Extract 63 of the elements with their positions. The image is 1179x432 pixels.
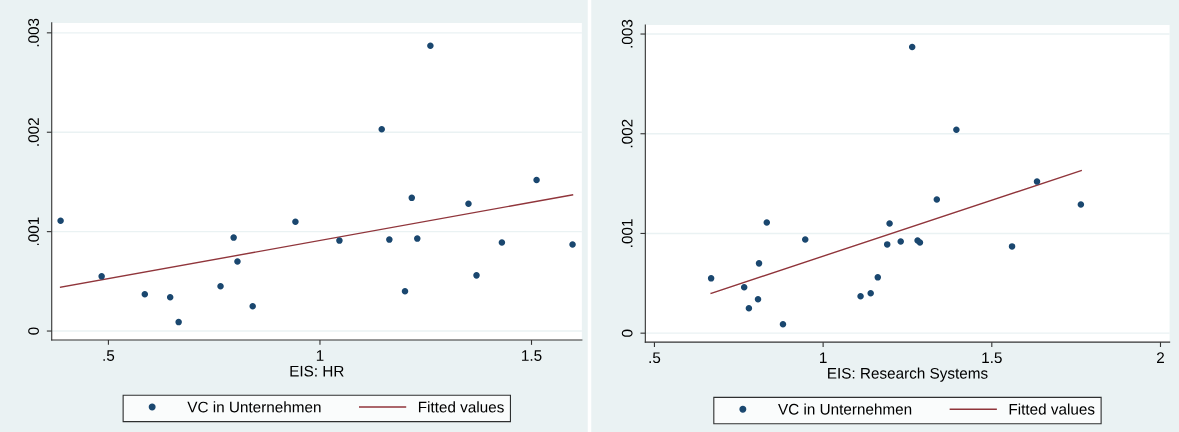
- y-tick-label: .002: [28, 118, 39, 146]
- point: [98, 273, 105, 280]
- point: [57, 217, 64, 224]
- point: [745, 304, 753, 312]
- x-tick-label: 2: [1157, 352, 1164, 363]
- point: [1033, 178, 1041, 185]
- y-tick-label: .001: [28, 217, 39, 246]
- point: [401, 288, 409, 295]
- point: [1008, 243, 1016, 250]
- x-tick-label: .5: [649, 352, 661, 364]
- point: [217, 283, 224, 290]
- point: [755, 260, 763, 267]
- legend-label: Fitted values: [1009, 403, 1095, 415]
- y-tick-label: 0: [28, 327, 39, 335]
- point: [801, 236, 809, 243]
- point: [754, 296, 762, 303]
- y-tick-label: .001: [621, 219, 633, 247]
- point: [498, 239, 506, 246]
- point: [336, 237, 343, 244]
- point: [933, 196, 941, 203]
- point: [230, 234, 237, 241]
- y-tick-label: .003: [28, 18, 39, 47]
- x-tick-label: 1.5: [982, 352, 1002, 364]
- point: [465, 200, 472, 208]
- point: [857, 293, 864, 300]
- point: [427, 42, 434, 50]
- point: [408, 194, 416, 202]
- point: [953, 126, 960, 134]
- x-axis-title: EIS: HR: [290, 365, 344, 377]
- legend-label: Fitted values: [418, 401, 504, 413]
- point: [141, 291, 149, 298]
- point: [386, 236, 393, 243]
- point: [707, 275, 715, 282]
- point: [292, 218, 299, 225]
- point: [378, 126, 385, 133]
- point: [569, 241, 576, 248]
- point: [740, 284, 748, 291]
- point: [414, 235, 421, 242]
- point: [533, 176, 540, 184]
- point: [249, 302, 256, 310]
- point: [234, 258, 241, 265]
- x-tick-label: .5: [103, 350, 115, 361]
- point: [175, 318, 182, 326]
- point: [886, 220, 893, 227]
- y-tick-label: 0: [621, 329, 633, 337]
- legend-label: VC in Unternehmen: [187, 401, 321, 413]
- point: [883, 241, 891, 248]
- legend-label: VC in Unternehmen: [778, 403, 912, 415]
- point: [763, 219, 771, 226]
- x-axis-title: EIS: Research Systems: [828, 367, 988, 382]
- point: [1077, 201, 1085, 208]
- x-tick-label: 1: [820, 352, 827, 363]
- point: [874, 274, 882, 281]
- y-tick-label: .002: [621, 119, 633, 148]
- x-tick-label: 1: [316, 350, 324, 361]
- point: [473, 272, 480, 279]
- point: [908, 43, 916, 51]
- x-tick-label: 1.5: [522, 350, 542, 361]
- point: [897, 238, 904, 245]
- y-tick-label: .003: [621, 19, 633, 48]
- point: [166, 293, 174, 301]
- point: [779, 320, 787, 328]
- point: [867, 290, 874, 297]
